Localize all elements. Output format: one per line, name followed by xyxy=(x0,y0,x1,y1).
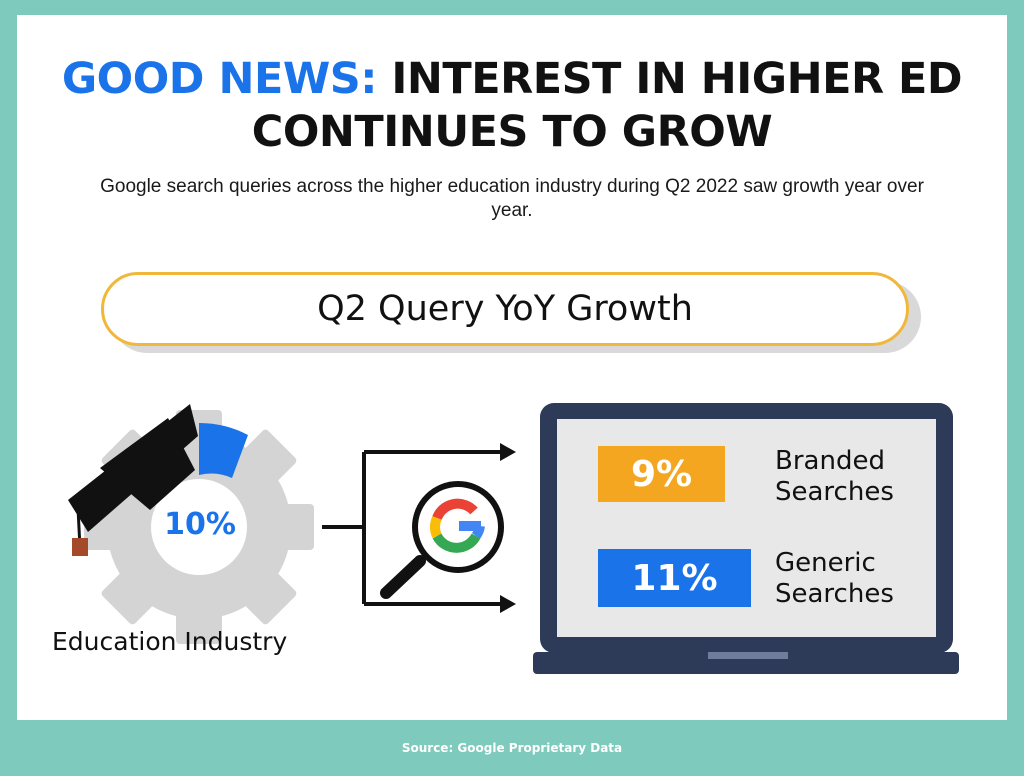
branded-value-box: 9% xyxy=(598,446,725,502)
generic-value: 11% xyxy=(631,557,718,599)
subtitle: Google search queries across the higher … xyxy=(100,176,924,221)
generic-value-box: 11% xyxy=(598,549,751,607)
generic-label: Generic Searches xyxy=(775,548,894,610)
branded-label: Branded Searches xyxy=(775,446,894,508)
headline-accent: GOOD NEWS: xyxy=(61,54,378,104)
headline-rest: INTEREST IN HIGHER ED CONTINUES TO GROW xyxy=(251,54,963,157)
graduation-cap-icon xyxy=(68,404,198,556)
banner-title: Q2 Query YoY Growth xyxy=(317,289,693,329)
generic-label-line2: Searches xyxy=(775,579,894,609)
arrow-icon xyxy=(500,595,516,613)
google-g-icon xyxy=(430,498,485,553)
industry-value: 10% xyxy=(164,507,236,542)
source-note: Source: Google Proprietary Data xyxy=(401,741,623,755)
industry-label: Education Industry xyxy=(52,627,288,656)
magnifier-icon xyxy=(380,481,504,599)
branded-value: 9% xyxy=(630,453,693,495)
arrow-icon xyxy=(500,443,516,461)
headline: GOOD NEWS: INTEREST IN HIGHER ED CONTINU… xyxy=(17,53,1007,159)
branded-label-line1: Branded xyxy=(775,446,885,476)
branded-label-line2: Searches xyxy=(775,477,894,507)
laptop-icon xyxy=(533,403,959,674)
gear-progress-wedge xyxy=(199,422,248,478)
generic-label-line1: Generic xyxy=(775,548,876,578)
connector-arrows xyxy=(322,450,502,606)
banner-pill: Q2 Query YoY Growth xyxy=(101,272,909,346)
